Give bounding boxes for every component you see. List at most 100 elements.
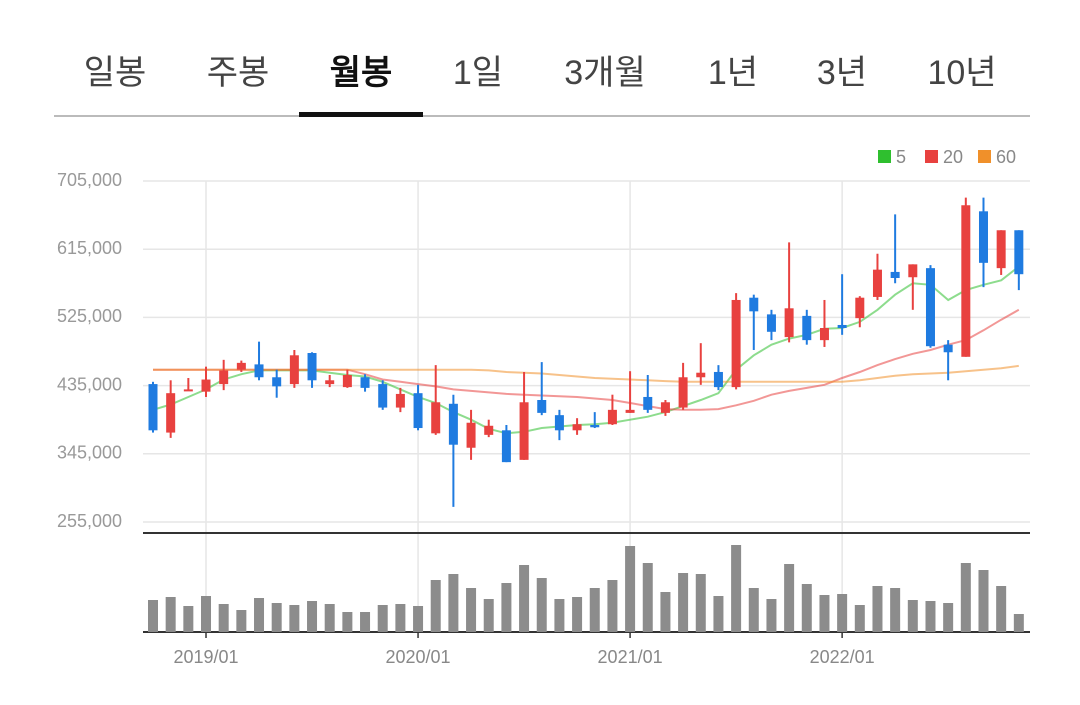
moving-average-line [153,308,1020,411]
y-tick-label: 615,000 [57,238,122,258]
tab[interactable]: 1년 [708,54,758,92]
volume-bar [625,546,636,632]
candle-body [713,371,723,388]
candle-body [413,393,423,429]
tab[interactable]: 10년 [927,54,996,92]
candle-body [925,268,935,347]
volume-bar [996,586,1007,632]
candle-body [766,314,776,332]
volume-bar [872,586,883,632]
candle-body [784,308,794,338]
volume-bar [784,564,795,632]
x-tick-label: 2020/01 [386,647,451,667]
volume-bar [695,574,706,632]
candle-body [431,402,441,434]
volume-bar [430,580,441,632]
volume-bar [943,603,954,632]
candle-body [236,362,246,370]
candle-body [572,424,582,431]
volume-bar [925,601,936,632]
volume-bar [907,600,918,632]
volume-bar [554,599,565,632]
volume-bar [519,565,530,632]
candle-body [219,370,229,385]
tab[interactable]: 월봉 [330,54,393,92]
tab-underline [299,112,423,117]
volume-bar [960,563,971,632]
tab[interactable]: 3년 [817,54,867,92]
volume-bar [748,588,759,632]
y-tick-label: 705,000 [57,170,122,190]
chart: 255,000 345,000 435,000 525,000 615,000 705,0… [57,147,1030,667]
candle-body [360,377,370,388]
legend-label: 60 [996,147,1016,167]
y-tick-label: 435,000 [57,374,122,394]
candle-body [837,324,847,329]
candle-body [996,230,1006,269]
x-tick-label: 2022/01 [810,647,875,667]
candle-body [678,377,688,408]
volume-bar [342,612,353,632]
volume-bar [660,592,671,632]
x-tick-label: 2021/01 [598,647,663,667]
tab[interactable]: 주봉 [207,54,270,92]
volume-bar [201,596,212,632]
volume-bar [501,583,512,632]
candle-body [448,403,458,445]
y-tick-label: 525,000 [57,306,122,326]
volume-bar [890,588,901,632]
volume-bar [589,588,600,632]
y-tick-label: 345,000 [57,443,122,463]
candle-body [378,384,388,408]
volume-bar [642,563,653,632]
moving-average-line [152,265,1020,435]
candle-body [872,269,882,297]
volume-bar [218,604,229,632]
candle-body [908,264,918,278]
moving-average-line [153,364,1019,383]
volume-bar [731,545,742,632]
volume-bar [801,584,812,632]
tab[interactable]: 일봉 [84,54,147,92]
legend-label: 5 [896,147,906,167]
volume-bar [572,597,583,632]
legend-swatch [878,150,891,163]
candle-body [890,271,900,278]
volume-bar [978,570,989,632]
candle-body [749,297,759,312]
candle-body [395,393,405,408]
candle-body [519,402,529,460]
candle-body [201,379,211,392]
candle-body [961,205,971,357]
y-tick-label: 255,000 [57,511,122,531]
candle-body [590,425,600,428]
volume-bar [165,597,176,632]
candle-body [342,374,352,388]
volume-bar [377,605,388,632]
volume-bar [713,596,724,632]
volume-bar [289,605,300,632]
candle-body [554,415,564,431]
candle-body [660,402,670,413]
candle-body [978,211,988,263]
candle-body [466,422,476,448]
legend-swatch [925,150,938,163]
volume-bar [1013,614,1024,632]
legend-label: 20 [943,147,963,167]
volume-bar [483,599,494,632]
volume-bar [854,605,865,632]
candle-body [696,372,706,378]
volume-bar [148,600,158,632]
volume-bar [766,599,777,632]
volume-bar [183,606,194,632]
candle-body [307,353,317,381]
tab-bar: 일봉 주봉 월봉 1일 3개월 1년 3년 10년 [84,54,997,117]
tab[interactable]: 1일 [453,54,503,92]
tab[interactable]: 3개월 [564,54,645,92]
candle-body [855,297,865,319]
candle-body [289,355,299,385]
volume-bar [837,594,848,632]
candle-body [183,389,193,392]
volume-bar [360,612,371,632]
